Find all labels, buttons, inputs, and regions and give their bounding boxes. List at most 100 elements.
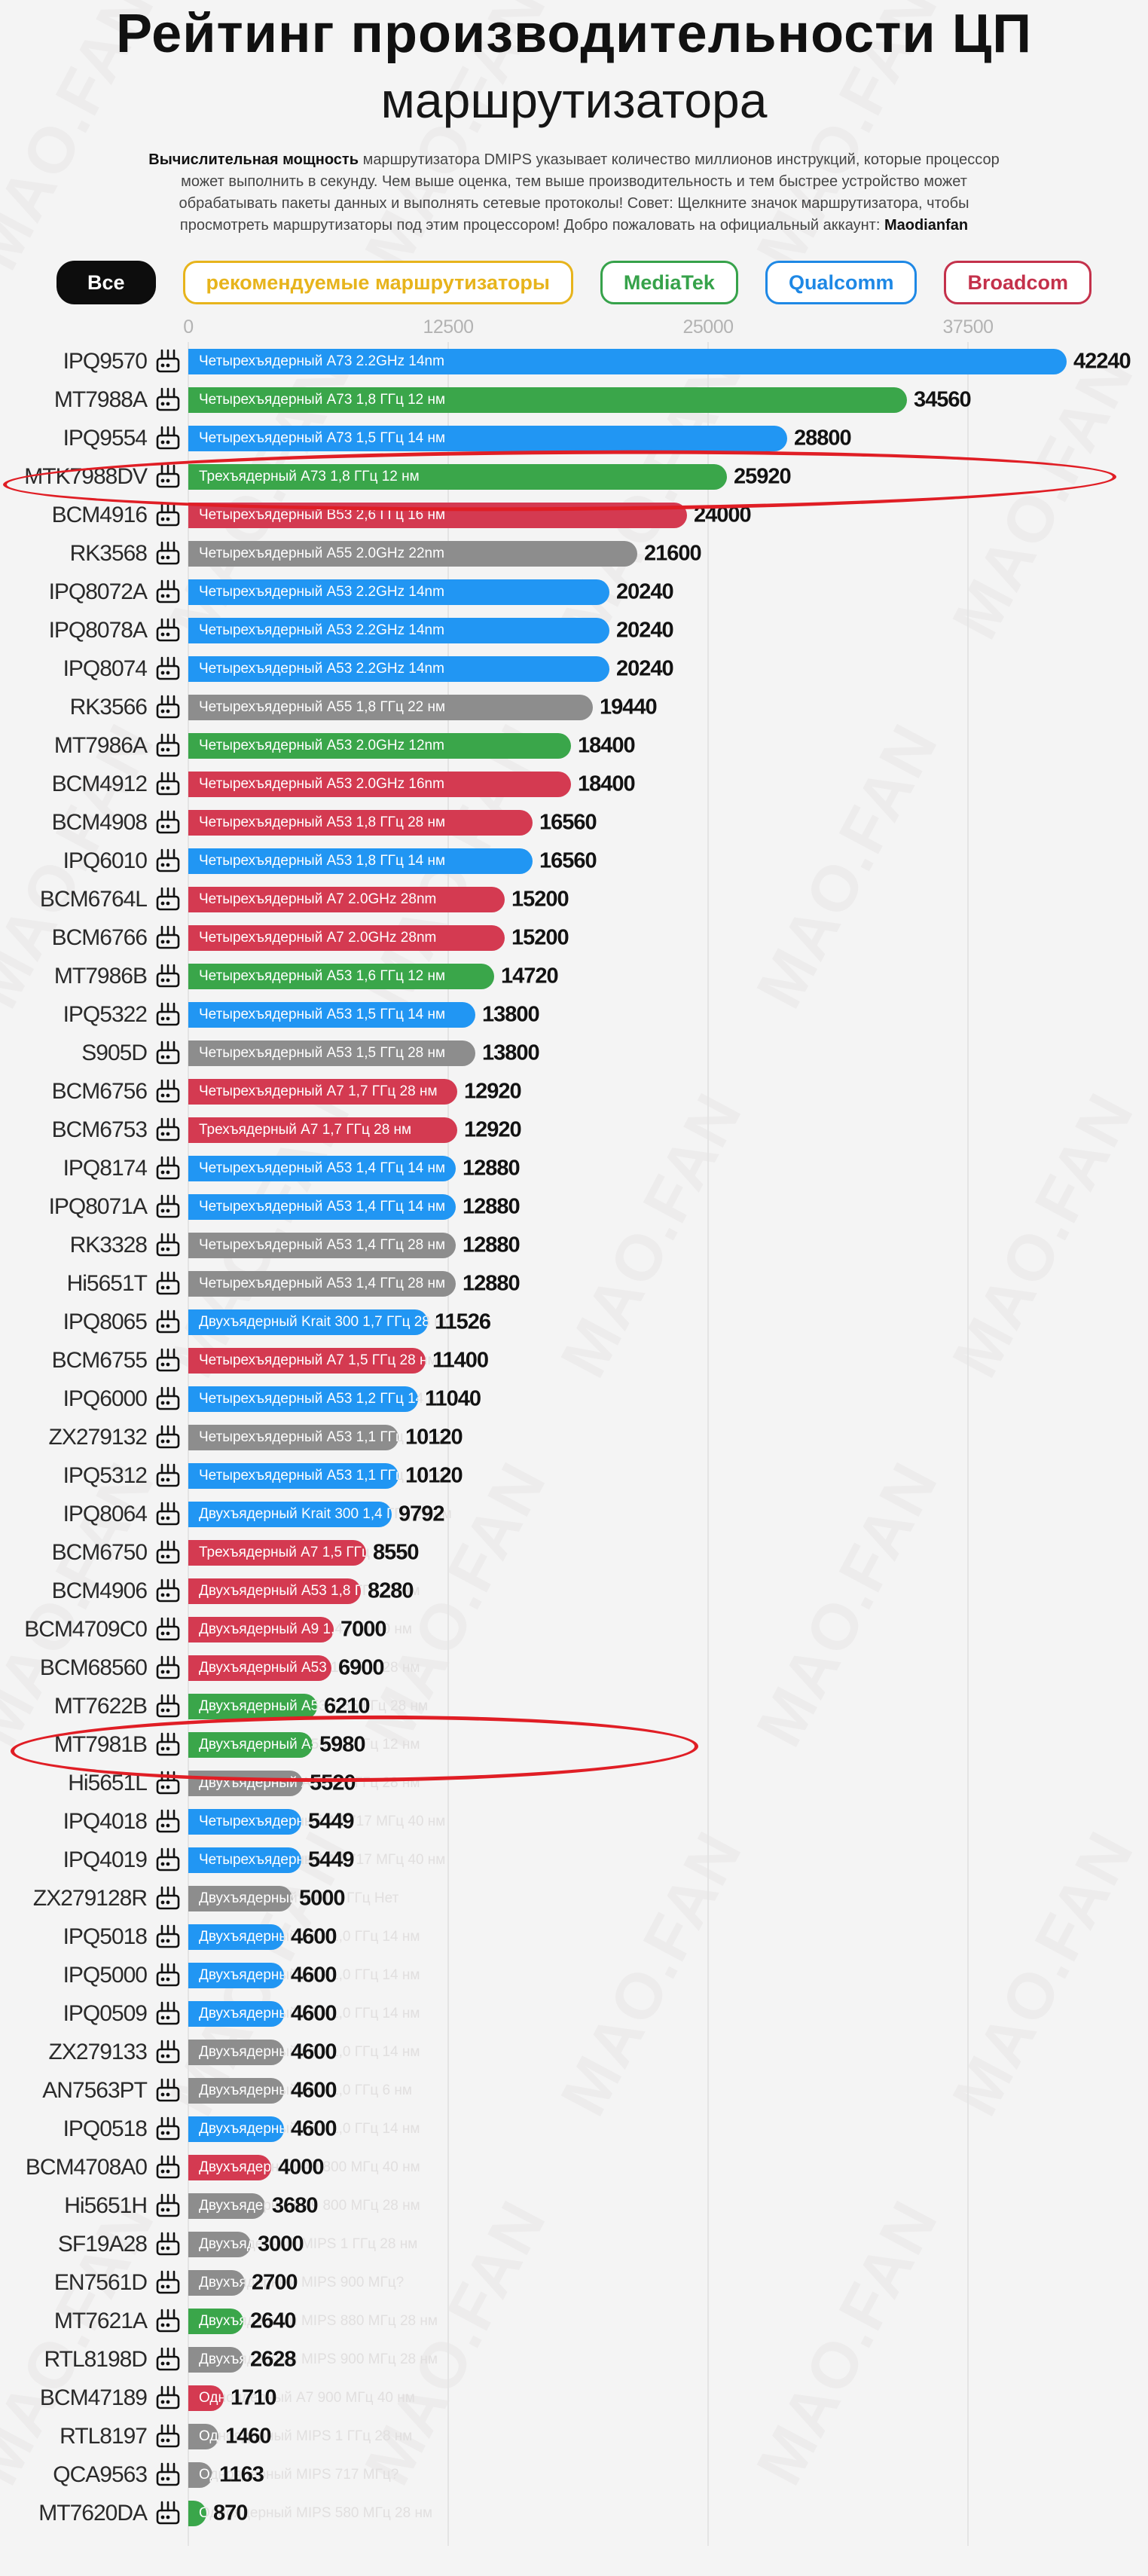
router-icon[interactable] — [154, 1347, 182, 1374]
bar[interactable]: Четырехъядерный A7 717 МГц 40 нм — [188, 1847, 301, 1873]
bar[interactable]: Двухъядерный A9 800 МГц 28 нм — [188, 2193, 265, 2219]
bar[interactable]: Двухъядерный A53 1,35 ГГц 28 нм — [188, 1693, 317, 1719]
router-icon[interactable] — [154, 1117, 182, 1144]
bar[interactable]: Двухъядерный A9 800 МГц 40 нм — [188, 2154, 271, 2180]
router-icon[interactable] — [154, 425, 182, 452]
router-icon[interactable] — [154, 1885, 182, 1912]
bar[interactable]: Четырехъядерный A7 2.0GHz 28nm — [188, 924, 505, 951]
bar[interactable]: Двухъядерный A53 1,2 ГГц 28 нм — [188, 1770, 303, 1796]
bar[interactable]: Двухъядерный MIPS 1 ГГц 28 нм — [188, 2231, 251, 2257]
router-icon[interactable] — [154, 502, 182, 529]
router-icon[interactable] — [154, 732, 182, 759]
bar[interactable]: Двухъядерный Krait 300 1,4 ГГц 28 нм — [188, 1501, 392, 1527]
filter-recommended[interactable]: рекомендуемые маршрутизаторы — [182, 261, 573, 305]
router-icon[interactable] — [154, 1847, 182, 1874]
router-icon[interactable] — [154, 2231, 182, 2258]
router-icon[interactable] — [154, 1040, 182, 1067]
router-icon[interactable] — [154, 1424, 182, 1451]
bar[interactable]: Двухъядерный A53 1,0 ГГц 14 нм — [188, 1924, 284, 1950]
router-icon[interactable] — [154, 809, 182, 836]
bar[interactable]: Одноядерный A7 900 МГц 40 нм — [188, 2385, 224, 2411]
bar[interactable]: Четырехъядерный A7 1,5 ГГц 28 нм — [188, 1347, 426, 1374]
bar[interactable]: Двухъядерный A53 1,0 ГГц 6 нм — [188, 2077, 284, 2104]
bar[interactable]: Четырехъядерный A53 1,5 ГГц 28 нм — [188, 1040, 475, 1066]
router-icon[interactable] — [154, 963, 182, 990]
bar[interactable]: Четырехъядерный A53 1,1 ГГц 14 нм — [188, 1462, 398, 1489]
router-icon[interactable] — [154, 1309, 182, 1336]
router-icon[interactable] — [154, 1770, 182, 1797]
router-icon[interactable] — [154, 1270, 182, 1297]
bar[interactable]: Трехъядерный A7 1,7 ГГц 28 нм — [188, 1117, 457, 1143]
bar[interactable]: Четырехъядерный A53 2.0GHz 16nm — [188, 771, 571, 797]
bar[interactable]: Четырехъядерный A7 717 МГц 40 нм — [188, 1808, 301, 1835]
router-icon[interactable] — [154, 1962, 182, 1989]
bar[interactable]: Четырехъядерный A53 1,6 ГГц 12 нм — [188, 963, 494, 989]
bar[interactable]: Четырехъядерный A53 1,2 ГГц 14 нм — [188, 1386, 418, 1412]
bar[interactable]: Четырехъядерный A53 2.0GHz 12nm — [188, 732, 571, 759]
bar[interactable]: Двухъядерный A53 1,8 ГГц 28 нм — [188, 1578, 361, 1604]
router-icon[interactable] — [154, 2385, 182, 2412]
router-icon[interactable] — [154, 1731, 182, 1759]
bar[interactable]: Четырехъядерный A73 1,5 ГГц 14 нм — [188, 425, 787, 451]
router-icon[interactable] — [154, 1462, 182, 1490]
bar[interactable]: Четырехъядерный A55 1,8 ГГц 22 нм — [188, 694, 593, 720]
router-icon[interactable] — [154, 694, 182, 721]
router-icon[interactable] — [154, 1078, 182, 1105]
bar[interactable]: Трехъядерный A7 1,5 ГГц 28 нм — [188, 1539, 366, 1566]
router-icon[interactable] — [154, 540, 182, 567]
bar[interactable]: Четырехъядерный A73 1,8 ГГц 12 нм — [188, 387, 907, 413]
router-icon[interactable] — [154, 2500, 182, 2527]
bar[interactable]: Четырехъядерный A53 1,4 ГГц 28 нм — [188, 1232, 456, 1258]
bar[interactable]: Одноядерный MIPS 1 ГГц 28 нм — [188, 2423, 218, 2449]
bar[interactable]: Двухъядерный Krait 300 1,7 ГГц 28 нм — [188, 1309, 428, 1335]
router-icon[interactable] — [154, 2308, 182, 2335]
bar[interactable]: Двухъядерный A53 1,3 ГГц 12 нм — [188, 1731, 313, 1758]
bar[interactable]: Двухъядерный MIPS 900 МГц 28 нм — [188, 2346, 243, 2373]
router-icon[interactable] — [154, 771, 182, 798]
router-icon[interactable] — [154, 617, 182, 644]
router-icon[interactable] — [154, 1808, 182, 1835]
bar[interactable]: Четырехъядерный B53 2,6 ГГц 16 нм — [188, 502, 687, 528]
bar[interactable]: Двухъядерный A53 1,0 ГГц 14 нм — [188, 1962, 284, 1988]
router-icon[interactable] — [154, 1655, 182, 1682]
filter-mediatek[interactable]: MediaTek — [600, 261, 738, 305]
router-icon[interactable] — [154, 2346, 182, 2373]
router-icon[interactable] — [154, 1232, 182, 1259]
bar[interactable]: Четырехъядерный A7 2.0GHz 28nm — [188, 886, 505, 912]
router-icon[interactable] — [154, 1924, 182, 1951]
bar[interactable]: Четырехъядерный A53 1,4 ГГц 28 нм — [188, 1270, 456, 1297]
bar[interactable]: Четырехъядерный A55 2.0GHz 22nm — [188, 540, 637, 567]
bar[interactable]: Одноядерный MIPS 580 МГц 28 нм — [188, 2500, 206, 2526]
router-icon[interactable] — [154, 1539, 182, 1566]
router-icon[interactable] — [154, 1001, 182, 1028]
bar[interactable]: Четырехъядерный A53 1,4 ГГц 14 нм — [188, 1155, 456, 1181]
bar[interactable]: Четырехъядерный A53 1,4 ГГц 14 нм — [188, 1193, 456, 1220]
router-icon[interactable] — [154, 1693, 182, 1720]
router-icon[interactable] — [154, 924, 182, 952]
filter-qualcomm[interactable]: Qualcomm — [765, 261, 917, 305]
router-icon[interactable] — [154, 2039, 182, 2066]
bar[interactable]: Одноядерный MIPS 717 МГц? — [188, 2461, 212, 2488]
filter-all[interactable]: Все — [56, 261, 156, 305]
router-icon[interactable] — [154, 2193, 182, 2220]
router-icon[interactable] — [154, 2154, 182, 2181]
bar[interactable]: Четырехъядерный A53 1,8 ГГц 28 нм — [188, 809, 533, 836]
router-icon[interactable] — [154, 579, 182, 606]
router-icon[interactable] — [154, 1578, 182, 1605]
router-icon[interactable] — [154, 1193, 182, 1221]
router-icon[interactable] — [154, 1616, 182, 1643]
router-icon[interactable] — [154, 348, 182, 375]
bar[interactable]: Двухъядерный A53 1,5 ГГц 28 нм — [188, 1655, 331, 1681]
router-icon[interactable] — [154, 2269, 182, 2296]
bar[interactable]: Двухъядерный MIPS 900 МГц? — [188, 2269, 245, 2296]
router-icon[interactable] — [154, 2000, 182, 2027]
bar[interactable]: Двухъядерный A53 1,0 ГГц 14 нм — [188, 2000, 284, 2027]
router-icon[interactable] — [154, 1386, 182, 1413]
bar[interactable]: Трехъядерный A73 1,8 ГГц 12 нм — [188, 463, 727, 490]
router-icon[interactable] — [154, 655, 182, 683]
filter-broadcom[interactable]: Broadcom — [944, 261, 1092, 305]
bar[interactable]: Двухъядерный MIPS 880 МГц 28 нм — [188, 2308, 243, 2334]
router-icon[interactable] — [154, 2116, 182, 2143]
router-icon[interactable] — [154, 2461, 182, 2489]
router-icon[interactable] — [154, 886, 182, 913]
